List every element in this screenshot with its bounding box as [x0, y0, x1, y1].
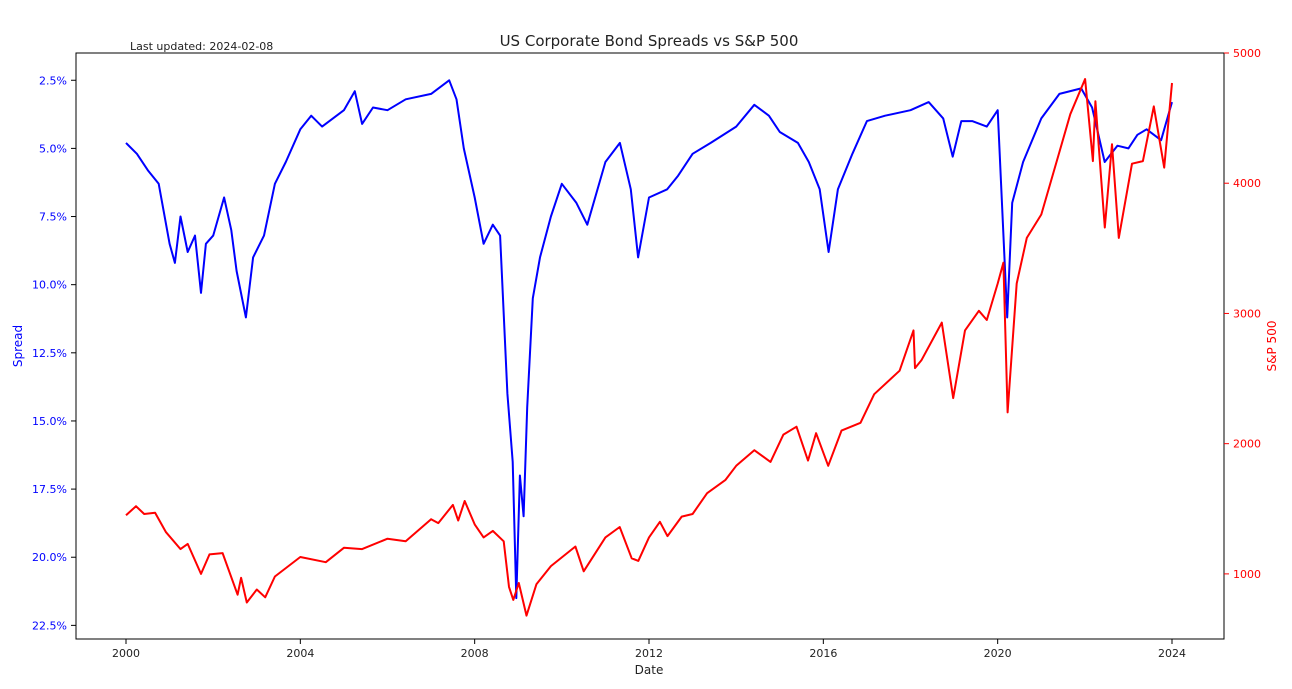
- y-left-tick-label: 7.5%: [39, 211, 67, 224]
- x-tick-label: 2000: [112, 647, 140, 660]
- y-left-tick-label: 10.0%: [32, 279, 67, 292]
- plot-frame: [75, 52, 1225, 640]
- sp500-line: [125, 78, 1173, 617]
- y-right-tick-label: 4000: [1233, 177, 1261, 190]
- x-tick-label: 2024: [1158, 647, 1186, 660]
- x-axis: 2000 2004 2008 2012 2016 2020 2024: [112, 639, 1186, 660]
- x-tick-label: 2020: [984, 647, 1012, 660]
- series-layer: [125, 78, 1173, 617]
- y-axis-right-label: S&P 500: [1265, 321, 1279, 372]
- y-axis-left: 2.5% 5.0% 7.5% 10.0% 12.5% 15.0% 17.5% 20.0% 22.…: [32, 74, 76, 632]
- y-right-tick-label: 5000: [1233, 47, 1261, 60]
- y-left-tick-label: 17.5%: [32, 483, 67, 496]
- y-left-tick-label: 5.0%: [39, 142, 67, 155]
- y-left-tick-label: 12.5%: [32, 347, 67, 360]
- last-updated-annotation: Last updated: 2024-02-08: [130, 40, 273, 53]
- x-tick-label: 2004: [286, 647, 314, 660]
- x-axis-label: Date: [635, 663, 664, 677]
- y-left-tick-label: 22.5%: [32, 619, 67, 632]
- x-tick-label: 2012: [635, 647, 663, 660]
- y-axis-left-label: Spread: [11, 325, 25, 367]
- y-left-tick-label: 2.5%: [39, 74, 67, 87]
- chart-title: US Corporate Bond Spreads vs S&P 500: [500, 32, 799, 50]
- y-axis-right: 1000 2000 3000 4000 5000: [1224, 47, 1261, 581]
- y-left-tick-label: 15.0%: [32, 415, 67, 428]
- y-left-tick-label: 20.0%: [32, 551, 67, 564]
- spread-line: [125, 79, 1173, 600]
- y-right-tick-label: 3000: [1233, 307, 1261, 320]
- x-tick-label: 2016: [809, 647, 837, 660]
- x-tick-label: 2008: [461, 647, 489, 660]
- y-right-tick-label: 1000: [1233, 568, 1261, 581]
- y-right-tick-label: 2000: [1233, 438, 1261, 451]
